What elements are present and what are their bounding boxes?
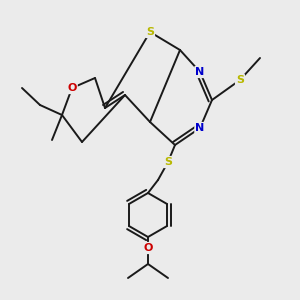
Text: S: S xyxy=(164,157,172,167)
Text: O: O xyxy=(67,83,77,93)
Text: S: S xyxy=(236,75,244,85)
Text: O: O xyxy=(143,243,153,253)
Text: N: N xyxy=(195,67,205,77)
Text: N: N xyxy=(195,123,205,133)
Text: S: S xyxy=(146,27,154,37)
